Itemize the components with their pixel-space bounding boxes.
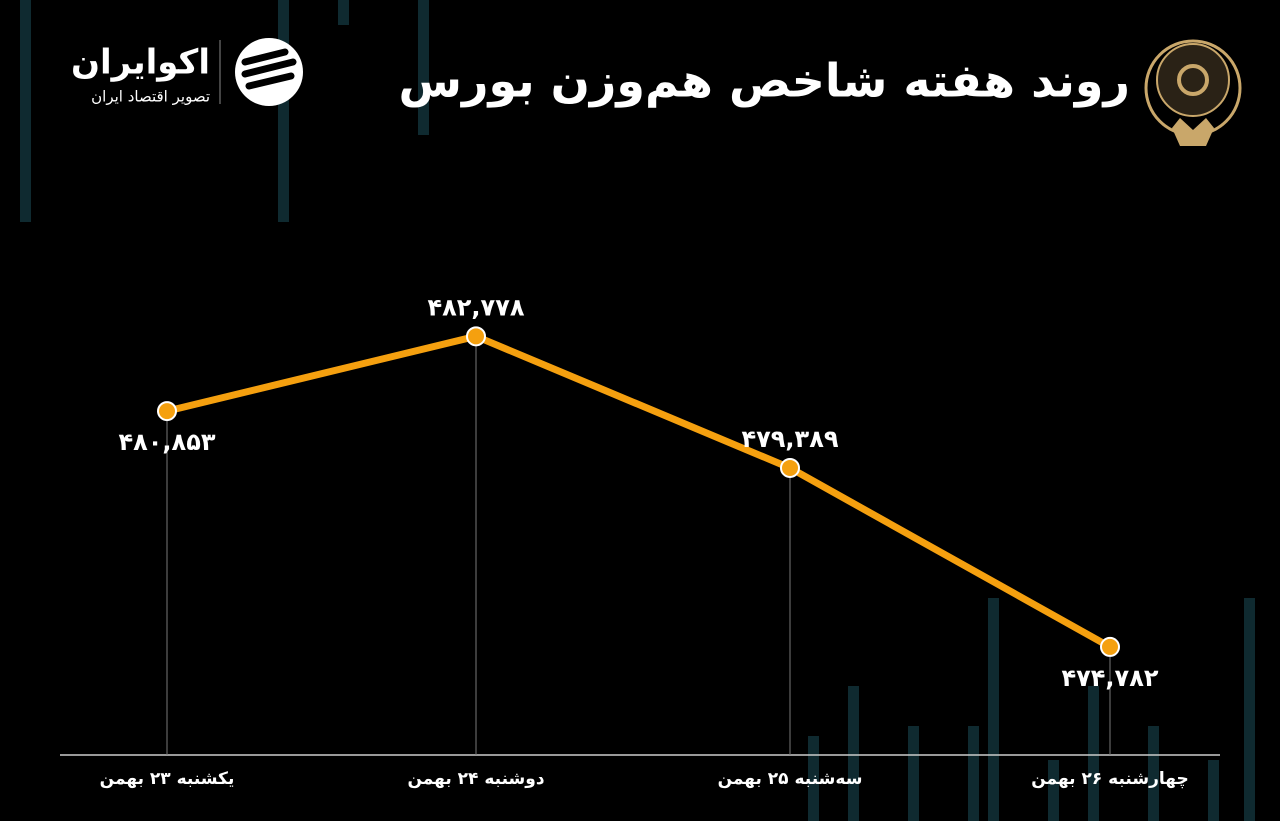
point — [780, 457, 800, 478]
value-label: ۴۷۹,۳۸۹ — [741, 425, 838, 453]
decoration — [20, 0, 1255, 821]
brand-logo — [219, 38, 303, 106]
x-tick-label: یکشنبه ۲۳ بهمن — [100, 769, 235, 789]
brand-tagline: تصویر اقتصاد ایران — [91, 88, 210, 106]
value-label: ۴۸۲,۷۷۸ — [427, 293, 524, 321]
logo-emblem — [1144, 39, 1242, 146]
x-tick-label: سه‌شنبه ۲۵ بهمن — [718, 769, 863, 789]
line — [166, 332, 1112, 650]
point — [157, 401, 177, 422]
x-tick-label: چهارشنبه ۲۶ بهمن — [1031, 769, 1188, 789]
chart-title: روند هفته شاخص هم‌وزن بورس — [399, 54, 1130, 108]
value-label: ۴۸۰,۸۵۳ — [118, 428, 215, 456]
point — [466, 326, 486, 347]
value-label: ۴۷۴,۷۸۲ — [1061, 664, 1158, 692]
point — [1100, 636, 1120, 657]
x-tick-label: دوشنبه ۲۴ بهمن — [407, 769, 544, 789]
brand-name: اکوایران — [71, 43, 210, 83]
